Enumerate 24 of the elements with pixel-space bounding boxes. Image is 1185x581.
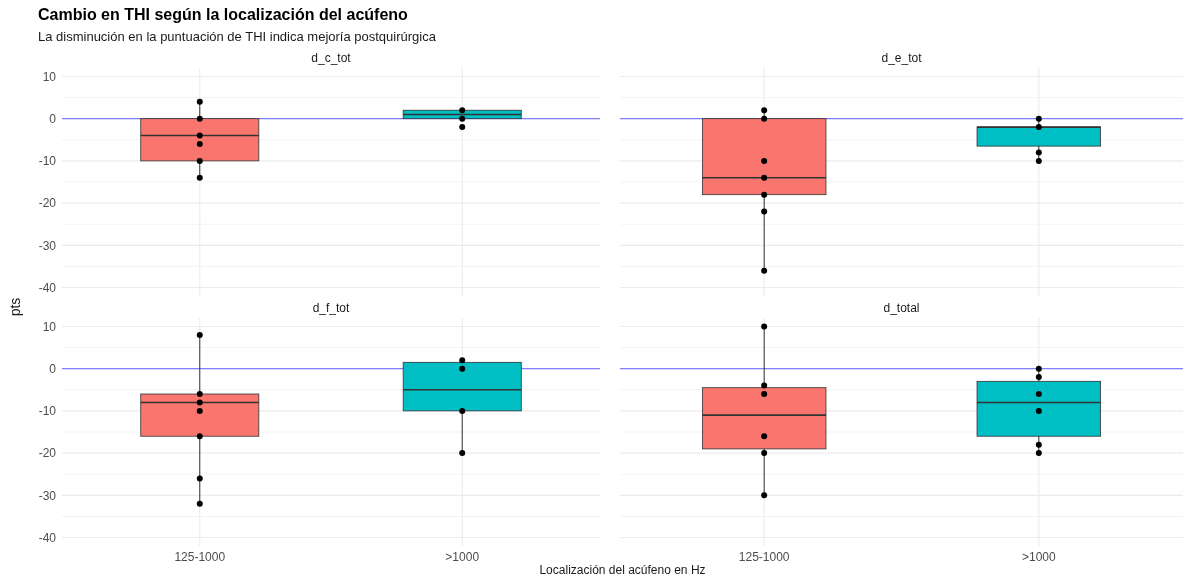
chart-title: d_c_tot — [311, 51, 352, 65]
y-tick-label: -40 — [38, 530, 57, 545]
y-tick-label: -30 — [38, 488, 57, 503]
y-tick-label: 0 — [49, 111, 57, 126]
x-tick-label: >1000 — [1021, 550, 1056, 564]
y-tick-label: -30 — [38, 238, 57, 253]
chart-title: d_f_tot — [312, 301, 351, 315]
y-tick-label: -10 — [38, 154, 57, 169]
y-tick-label: -20 — [38, 446, 57, 461]
x-axis-title: Localización del acúfeno en Hz — [539, 563, 706, 577]
chart-title: d_total — [883, 301, 920, 315]
y-tick-label: 10 — [42, 319, 57, 334]
y-tick-label: 0 — [49, 361, 57, 376]
y-tick-label: 10 — [42, 69, 57, 84]
y-tick-label: -10 — [38, 404, 57, 419]
y-axis-title: pts — [7, 297, 23, 317]
y-tick-label: -20 — [38, 196, 57, 211]
x-tick-label: >1000 — [445, 550, 480, 564]
text: Cambio en THI según la localización del acúfeno — [38, 6, 409, 23]
x-tick-label: 125-1000 — [174, 550, 226, 564]
chart-title: d_e_tot — [881, 51, 923, 65]
x-tick-label: 125-1000 — [738, 550, 790, 564]
y-tick-label: -40 — [38, 280, 57, 295]
text: La disminución en la puntuación de THI indica mejoría postquirúrgica — [38, 29, 437, 44]
